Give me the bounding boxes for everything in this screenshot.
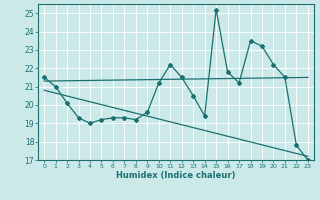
X-axis label: Humidex (Indice chaleur): Humidex (Indice chaleur): [116, 171, 236, 180]
